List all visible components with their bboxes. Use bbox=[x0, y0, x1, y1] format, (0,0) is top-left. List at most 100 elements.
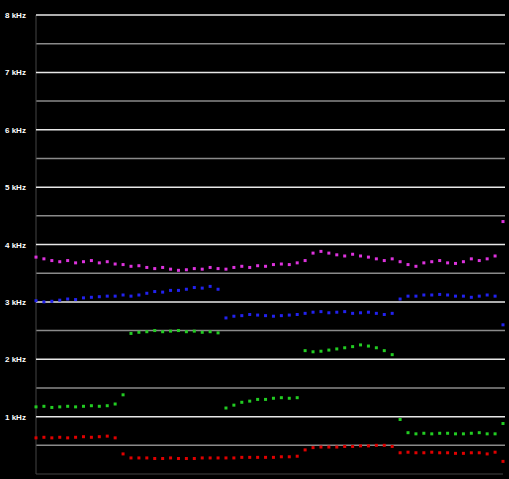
point bbox=[351, 312, 354, 315]
minor-grid-line bbox=[36, 43, 505, 45]
point bbox=[240, 265, 243, 268]
point bbox=[272, 263, 275, 266]
point bbox=[296, 261, 299, 264]
point bbox=[446, 293, 449, 296]
point bbox=[319, 446, 322, 449]
point bbox=[296, 313, 299, 316]
point bbox=[446, 261, 449, 264]
point bbox=[367, 444, 370, 447]
point bbox=[478, 295, 481, 298]
point bbox=[98, 295, 101, 298]
point bbox=[50, 436, 53, 439]
point bbox=[66, 405, 69, 408]
point bbox=[383, 444, 386, 447]
point bbox=[169, 289, 172, 292]
point bbox=[201, 268, 204, 271]
point bbox=[391, 257, 394, 260]
point bbox=[185, 288, 188, 291]
point bbox=[106, 295, 109, 298]
point bbox=[264, 456, 267, 459]
point bbox=[470, 296, 473, 299]
point bbox=[391, 353, 394, 356]
point bbox=[42, 405, 45, 408]
point bbox=[478, 431, 481, 434]
point bbox=[201, 331, 204, 334]
minor-grid-line bbox=[36, 215, 505, 217]
point bbox=[319, 350, 322, 353]
point bbox=[462, 452, 465, 455]
point bbox=[42, 257, 45, 260]
point bbox=[383, 259, 386, 262]
point bbox=[312, 252, 315, 255]
series bbox=[35, 435, 505, 463]
point bbox=[153, 290, 156, 293]
point bbox=[462, 260, 465, 263]
point bbox=[50, 300, 53, 303]
point bbox=[193, 330, 196, 333]
point bbox=[288, 397, 291, 400]
point bbox=[359, 444, 362, 447]
y-tick-label: 3 kHz bbox=[5, 298, 26, 307]
point bbox=[502, 220, 505, 223]
point bbox=[137, 456, 140, 459]
point bbox=[35, 299, 38, 302]
point bbox=[327, 311, 330, 314]
point bbox=[106, 260, 109, 263]
point bbox=[232, 404, 235, 407]
point bbox=[90, 296, 93, 299]
point bbox=[343, 254, 346, 257]
point bbox=[185, 268, 188, 271]
point bbox=[122, 393, 125, 396]
point bbox=[367, 345, 370, 348]
point bbox=[407, 263, 410, 266]
point bbox=[486, 293, 489, 296]
point bbox=[272, 456, 275, 459]
point bbox=[288, 314, 291, 317]
point bbox=[486, 257, 489, 260]
point bbox=[145, 456, 148, 459]
minor-grid-line bbox=[36, 272, 505, 274]
point bbox=[90, 436, 93, 439]
point bbox=[462, 432, 465, 435]
point bbox=[161, 266, 164, 269]
point bbox=[58, 436, 61, 439]
series bbox=[35, 285, 505, 326]
point bbox=[335, 347, 338, 350]
point bbox=[375, 444, 378, 447]
point bbox=[153, 267, 156, 270]
point bbox=[232, 456, 235, 459]
point bbox=[438, 259, 441, 262]
point bbox=[383, 313, 386, 316]
point bbox=[106, 435, 109, 438]
point bbox=[454, 262, 457, 265]
point bbox=[399, 298, 402, 301]
background bbox=[0, 0, 509, 479]
point bbox=[66, 259, 69, 262]
point bbox=[177, 269, 180, 272]
point bbox=[217, 331, 220, 334]
point bbox=[50, 406, 53, 409]
point bbox=[129, 332, 132, 335]
point bbox=[454, 432, 457, 435]
point bbox=[129, 295, 132, 298]
point bbox=[209, 456, 212, 459]
chart: 1 kHz2 kHz3 kHz4 kHz5 kHz6 kHz7 kHz8 kHz bbox=[0, 0, 509, 479]
point bbox=[256, 456, 259, 459]
point bbox=[422, 451, 425, 454]
point bbox=[145, 292, 148, 295]
point bbox=[367, 256, 370, 259]
point bbox=[312, 446, 315, 449]
point bbox=[462, 295, 465, 298]
point bbox=[319, 310, 322, 313]
point bbox=[414, 295, 417, 298]
point bbox=[422, 293, 425, 296]
point bbox=[296, 396, 299, 399]
point bbox=[153, 457, 156, 460]
point bbox=[145, 330, 148, 333]
point bbox=[335, 446, 338, 449]
point bbox=[351, 345, 354, 348]
point bbox=[391, 445, 394, 448]
point bbox=[280, 263, 283, 266]
point bbox=[122, 452, 125, 455]
point bbox=[288, 455, 291, 458]
